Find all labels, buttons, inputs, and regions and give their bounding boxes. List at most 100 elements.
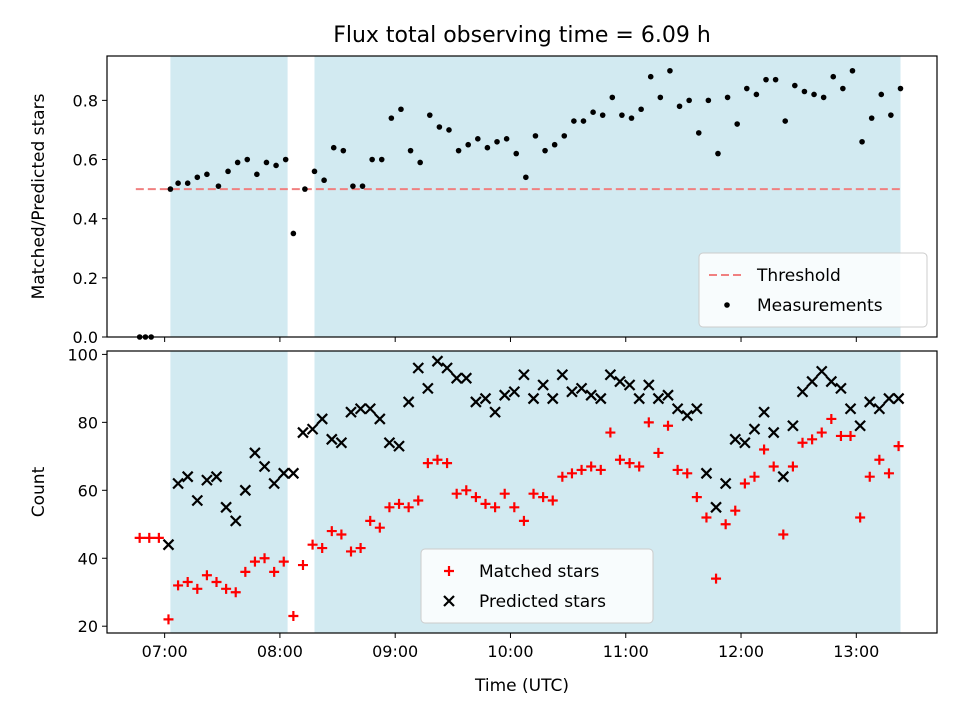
measurement-point: [359, 183, 366, 189]
predicted-star-point: [729, 433, 742, 446]
predicted-star-point: [172, 477, 184, 490]
predicted-star-point: [402, 396, 415, 408]
matched-star-point: [663, 420, 674, 431]
matched-star-point: [182, 577, 193, 588]
predicted-star-point: [691, 402, 703, 415]
predicted-star-point: [443, 595, 455, 607]
y-tick-label: 0.4: [73, 210, 98, 229]
matched-star-point: [394, 498, 405, 509]
matched-star-point: [787, 461, 798, 472]
matched-star-point: [595, 464, 606, 475]
observing-window: [170, 56, 288, 337]
predicted-star-point: [796, 385, 809, 398]
matched-star-point: [384, 502, 395, 513]
measurement-point: [282, 156, 289, 163]
matched-star-point: [278, 556, 289, 567]
matched-star-point: [444, 566, 454, 576]
predicted-star-point: [287, 467, 300, 480]
measurement-point: [792, 82, 798, 89]
measurement-point: [763, 76, 769, 83]
matched-star-point: [701, 512, 712, 523]
measurement-point: [194, 174, 201, 181]
x-tick-label: 10:00: [487, 642, 533, 661]
predicted-star-point: [892, 392, 905, 405]
predicted-star-point: [479, 392, 492, 405]
y-axis-label: Matched/Predicted stars: [29, 93, 49, 299]
measurement-point: [571, 118, 577, 124]
matched-star-point: [557, 471, 568, 482]
predicted-star-point: [585, 389, 597, 401]
measurement-point: [290, 230, 297, 237]
measurement-point: [175, 180, 181, 186]
predicted-star-point: [546, 392, 559, 405]
measurement-point: [455, 147, 462, 154]
measurement-point: [350, 183, 356, 189]
matched-star-point: [547, 495, 558, 506]
predicted-star-point: [681, 409, 694, 422]
predicted-star-point: [239, 484, 252, 497]
predicted-star-point: [489, 406, 501, 418]
predicted-star-point: [835, 382, 847, 395]
matched-star-point: [134, 532, 145, 543]
measurement-point: [599, 112, 606, 118]
matched-star-point: [269, 566, 280, 577]
legend-label: Matched stars: [479, 562, 599, 582]
matched-star-point: [432, 454, 443, 465]
predicted-star-point: [748, 423, 761, 435]
matched-star-point: [403, 502, 414, 513]
predicted-star-point: [623, 379, 636, 391]
measurement-point: [849, 67, 856, 74]
predicted-star-point: [268, 477, 280, 490]
predicted-star-point: [518, 369, 530, 381]
matched-star-point: [797, 437, 808, 448]
matched-star-point: [201, 570, 212, 581]
measurement-point: [897, 85, 904, 92]
predicted-star-point: [422, 382, 434, 395]
measurement-point: [811, 91, 817, 98]
measurement-point: [551, 141, 558, 148]
predicted-star-point: [450, 372, 463, 384]
predicted-star-point: [258, 460, 271, 473]
y-tick-label: 80: [78, 413, 98, 432]
x-tick-label: 13:00: [833, 642, 879, 661]
matched-star-point: [586, 461, 597, 472]
measurement-point: [676, 103, 683, 110]
y-tick-label: 40: [78, 549, 98, 568]
matched-star-point: [480, 498, 491, 509]
predicted-star-point: [364, 402, 376, 415]
measurement-point: [801, 88, 808, 95]
matched-star-point: [730, 505, 741, 516]
predicted-star-point: [854, 419, 866, 432]
chart-title: Flux total observing time = 6.09 h: [333, 23, 711, 48]
measurement-point: [378, 156, 385, 163]
predicted-star-point: [787, 419, 799, 432]
predicted-star-point: [671, 402, 684, 415]
measurement-point: [254, 171, 260, 178]
matched-star-point: [691, 492, 702, 503]
measurement-point: [234, 159, 241, 166]
measurement-point: [743, 85, 750, 92]
measurement-point: [859, 138, 865, 145]
measurement-point: [888, 112, 894, 118]
matched-star-point: [249, 556, 260, 567]
matched-star-point: [845, 430, 856, 441]
predicted-star-point: [710, 501, 722, 514]
measurement-point: [782, 118, 789, 124]
predicted-star-point: [594, 392, 607, 405]
ratio-panel: 0.0 0.2 0.4 0.6 0.8 Matched/Predicted stars Th…: [29, 55, 938, 347]
matched-star-point: [297, 560, 308, 571]
matched-star-point: [288, 611, 299, 622]
matched-star-point: [326, 526, 337, 537]
predicted-star-point: [652, 392, 665, 405]
measurement-point: [184, 180, 191, 186]
predicted-star-point: [374, 413, 386, 425]
predicted-star-point: [441, 362, 453, 374]
predicted-star-point: [383, 436, 396, 449]
predicted-star-point: [460, 372, 473, 384]
predicted-star-point: [181, 470, 194, 483]
matched-star-point: [442, 458, 453, 469]
measurement-point: [215, 183, 222, 189]
y-tick-label: 60: [78, 481, 98, 500]
y-tick-label: 0.6: [73, 151, 98, 170]
measurement-point: [340, 147, 347, 154]
